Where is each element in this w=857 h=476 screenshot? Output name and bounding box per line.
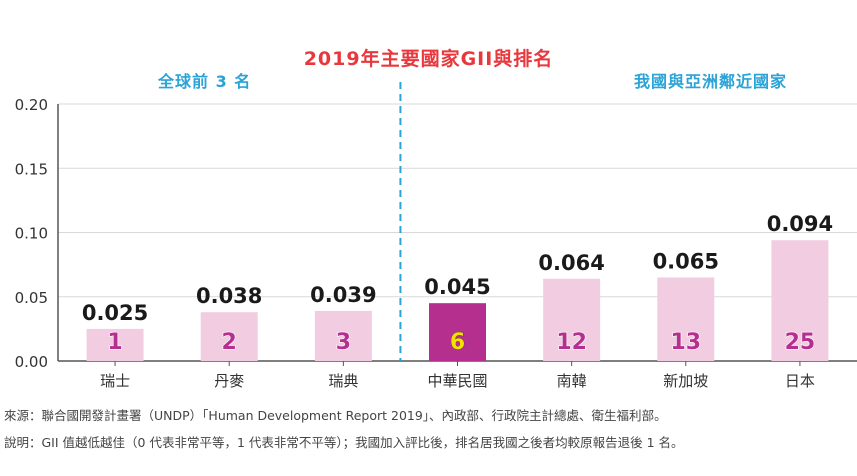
source-note: 來源：聯合國開發計畫署（UNDP）「Human Development Repo… — [4, 408, 667, 423]
value-label: 0.065 — [653, 249, 719, 273]
value-label: 0.039 — [310, 283, 376, 307]
rank-label: 25 — [785, 330, 816, 355]
bar — [771, 240, 829, 361]
explanation-note: 說明：GII 值越低越佳（0 代表非常平等，1 代表非常不平等）；我國加入評比後… — [4, 435, 684, 450]
rank-label: 6 — [450, 330, 465, 355]
x-tick-label: 瑞典 — [328, 372, 358, 390]
bar — [429, 303, 486, 361]
bar — [657, 277, 715, 361]
bar — [314, 310, 372, 361]
bar — [86, 328, 144, 361]
value-label: 0.094 — [767, 212, 833, 236]
y-tick-label: 0.15 — [15, 160, 48, 178]
bar-chart: 0.00 0.05 0.10 0.15 0.20 0.025 1 瑞士 0.038 2 丹麥 0.03… — [15, 82, 857, 390]
rank-label: 12 — [556, 330, 587, 355]
value-label: 0.064 — [538, 251, 604, 275]
value-label: 0.045 — [424, 275, 490, 299]
bar — [200, 312, 258, 361]
value-label: 0.038 — [196, 284, 262, 308]
x-tick-label: 中華民國 — [427, 372, 487, 390]
y-tick-label: 0.10 — [15, 225, 48, 243]
group-label-top3: 全球前 3 名 — [158, 72, 252, 91]
bar — [543, 278, 601, 361]
rank-label: 2 — [222, 330, 237, 355]
rank-label: 1 — [107, 330, 122, 355]
y-tick-label: 0.20 — [15, 96, 48, 114]
group-label-asia: 我國與亞洲鄰近國家 — [634, 72, 788, 91]
x-tick-label: 瑞士 — [100, 372, 130, 390]
x-tick-label: 新加坡 — [663, 372, 708, 390]
x-tick-label: 日本 — [785, 372, 815, 390]
y-tick-label: 0.05 — [15, 289, 48, 307]
x-tick-label: 丹麥 — [214, 372, 244, 390]
x-tick-label: 南韓 — [557, 372, 587, 390]
y-tick-label: 0.00 — [15, 353, 48, 371]
rank-label: 13 — [670, 330, 701, 355]
rank-label: 3 — [336, 330, 351, 355]
chart-title: 2019年主要國家GII與排名 — [303, 48, 554, 70]
value-label: 0.025 — [82, 301, 148, 325]
